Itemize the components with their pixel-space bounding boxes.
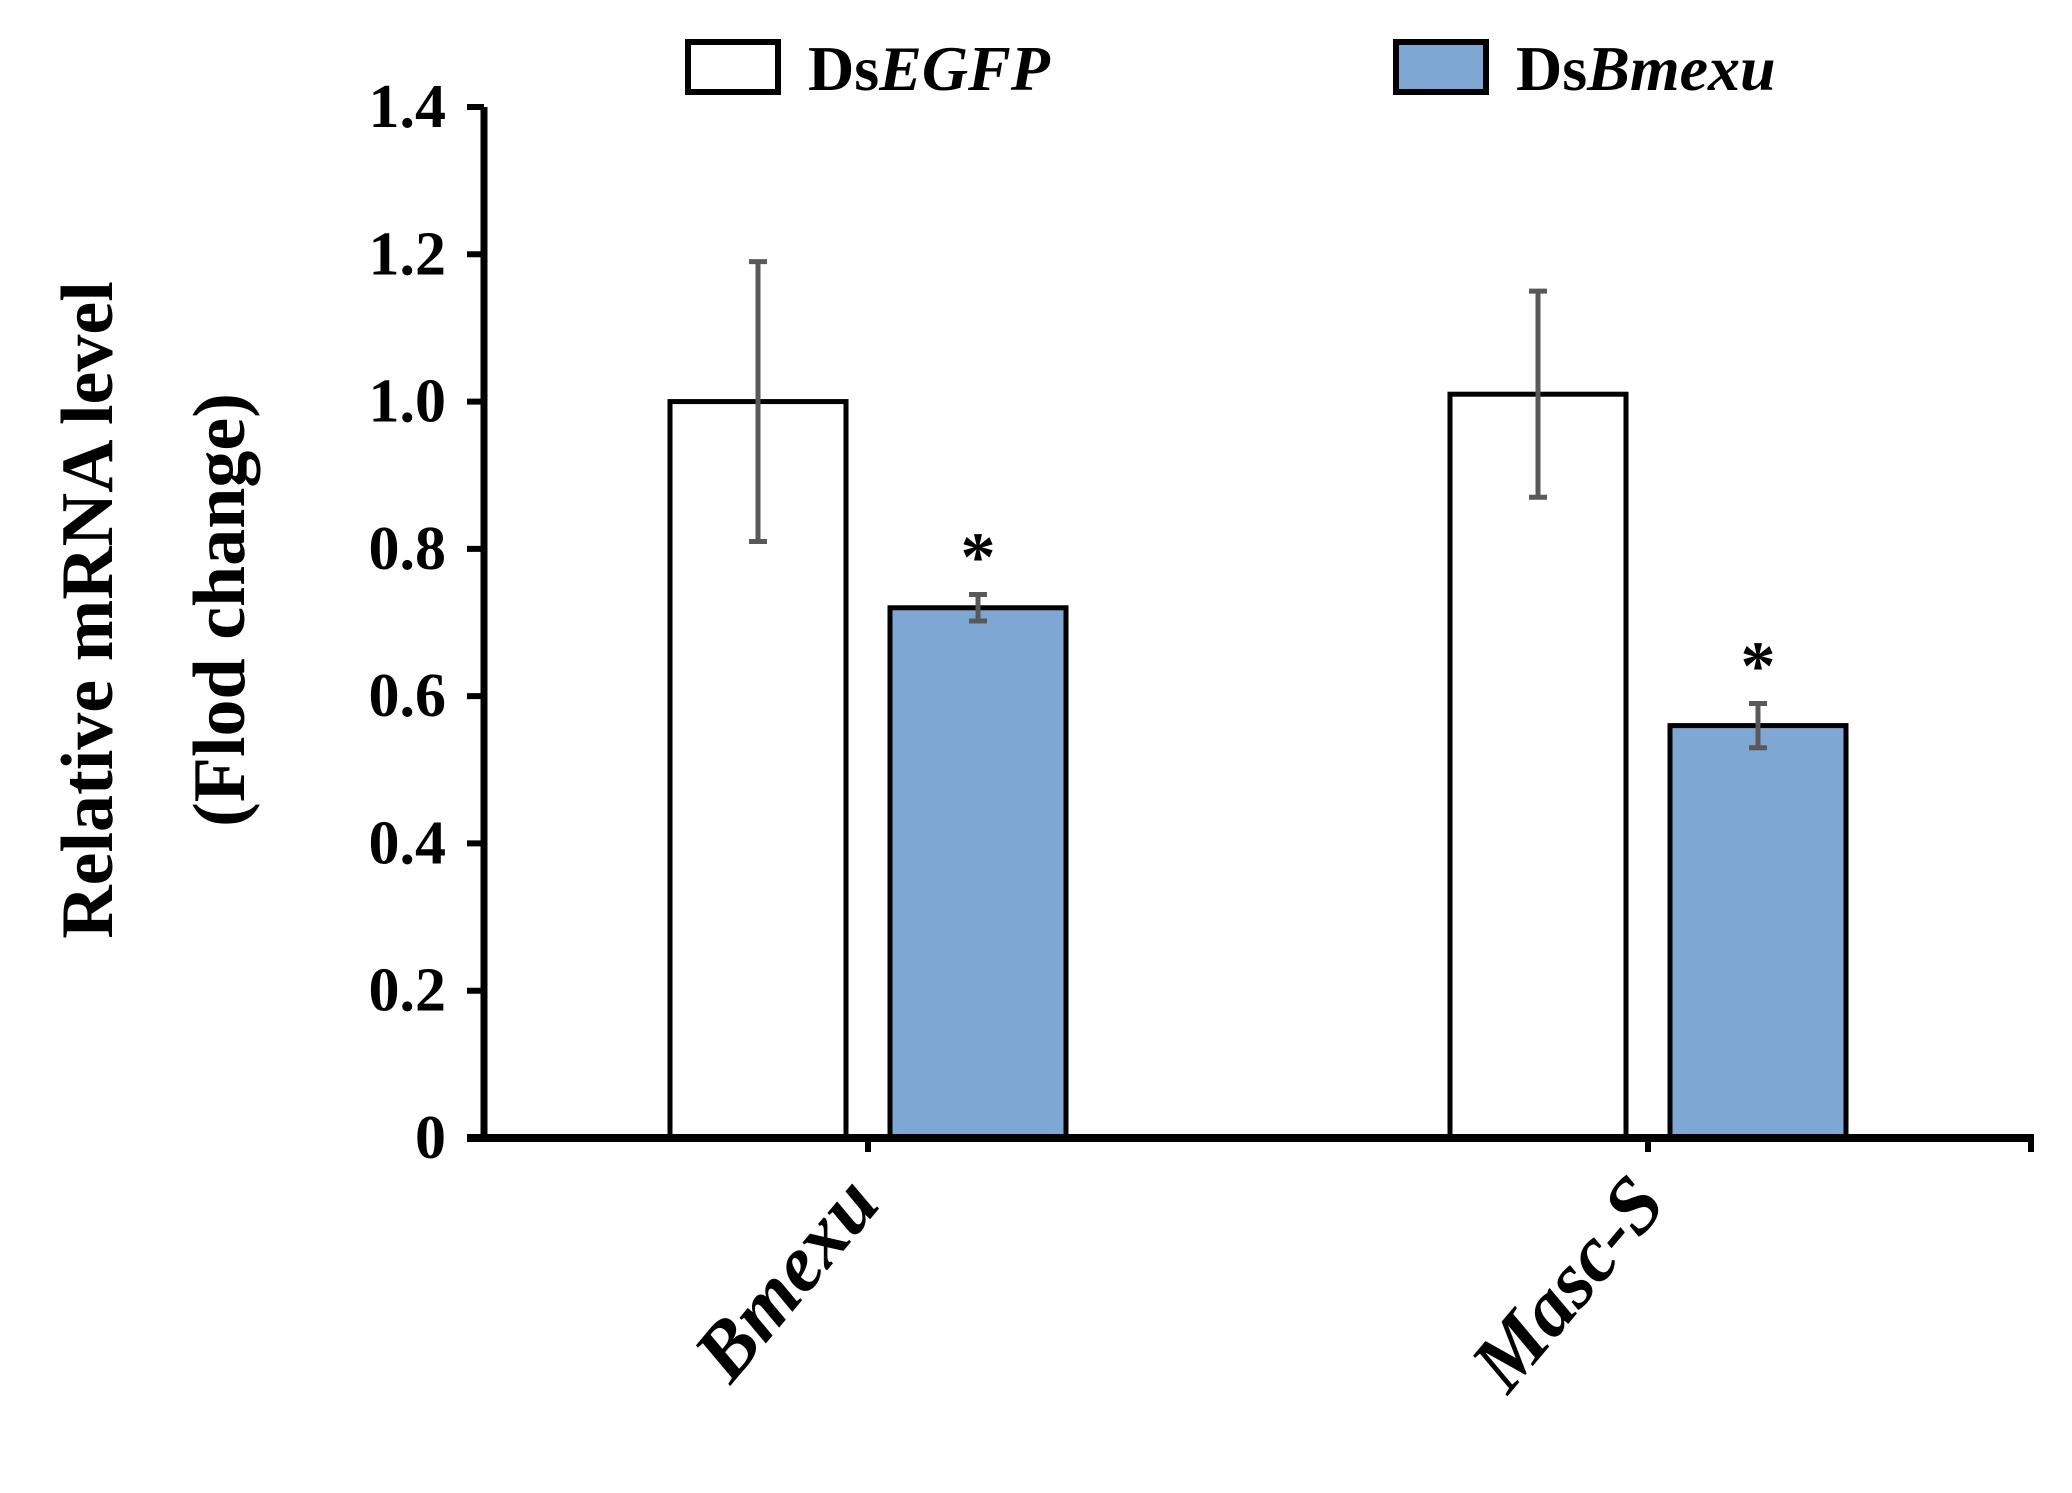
category-label-bmexu: Bmexu [676, 1160, 895, 1398]
bar-egfp-masc-s [1447, 391, 1629, 1141]
legend-swatch-egfp [685, 39, 781, 95]
y-tick-label: 1.4 [369, 73, 447, 141]
y-tick-label: 0.4 [369, 809, 447, 877]
bars: ** [667, 259, 1849, 1141]
significance-marker: * [1741, 629, 1776, 706]
bar-bmexu-bmexu [887, 605, 1069, 1141]
y-tick-label: 0 [415, 1104, 446, 1172]
y-axis-title: Relative mRNA level (Flod change) [47, 281, 261, 939]
y-axis-ticks: 0 0.2 0.4 0.6 0.8 1.0 1.2 1.4 [369, 73, 484, 1172]
y-tick-label: 0.6 [369, 662, 447, 730]
legend-swatch-bmexu [1393, 39, 1489, 95]
y-axis-title-line1: Relative mRNA level [47, 281, 129, 939]
legend-label-bmexu: DsBmexu [1516, 33, 1776, 104]
significance-marker: * [961, 520, 996, 597]
category-label-masc-s: Masc-S [1453, 1160, 1682, 1409]
legend: DsEGFP DsBmexu [685, 33, 1776, 104]
y-axis-title-line2: (Flod change) [179, 393, 261, 827]
y-tick-label: 1.0 [369, 368, 447, 436]
y-tick-label: 1.2 [369, 220, 447, 288]
y-tick-label: 0.8 [369, 515, 447, 583]
y-tick-label: 0.2 [369, 957, 447, 1025]
legend-label-egfp: DsEGFP [808, 33, 1051, 104]
bar-bmexu-masc-s [1667, 723, 1849, 1141]
